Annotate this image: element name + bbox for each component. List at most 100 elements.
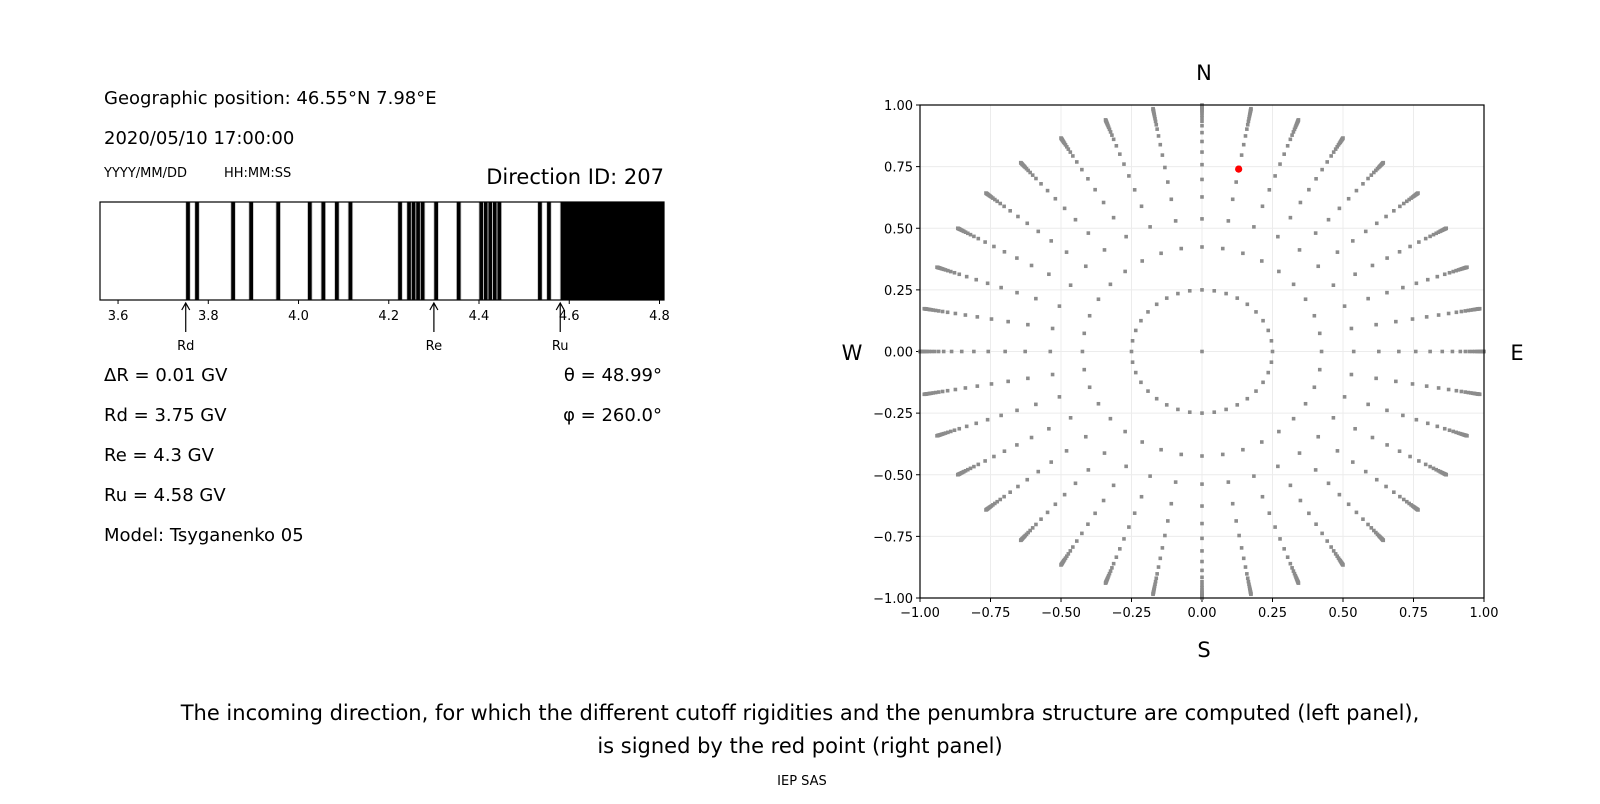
direction-point [1018,538,1023,543]
direction-point [946,268,950,273]
direction-point [922,306,927,311]
direction-point-ring [1139,318,1143,323]
direction-point [1008,490,1012,495]
direction-point [1200,116,1204,120]
marker-arrowhead [555,301,565,311]
direction-point [1285,555,1290,559]
direction-point [1434,231,1439,236]
direction-point [983,459,987,463]
direction-point [1151,106,1155,111]
direction-point [1446,387,1451,392]
direction-point-ring [1261,380,1265,385]
penumbra-forbidden-cell [496,201,502,301]
direction-point [975,384,980,388]
direction-point [1003,349,1007,354]
compass-north: N [1196,61,1212,85]
direction-point [1398,494,1402,499]
penumbra-forbidden-cell [487,201,493,301]
direction-point [1008,208,1012,213]
direction-point [1173,219,1178,223]
direction-point-ring [1224,407,1228,412]
direction-point [1313,231,1318,235]
rd-value: Rd = 3.75 GV [104,405,227,426]
direction-point [1454,430,1458,435]
direction-point [975,315,980,319]
direction-point [1381,160,1386,165]
direction-scatter: −1.00 −0.75 −0.50 −0.25 0.00 0.25 0.50 0.75 1.00… [873,99,1498,621]
y-tick-label: −0.50 [873,469,913,484]
direction-point [1444,226,1449,231]
direction-point [1335,449,1340,453]
direction-point [1428,234,1432,239]
direction-point [1450,349,1455,354]
direction-point [1377,349,1381,354]
direction-point [1477,392,1482,397]
direction-point [1325,539,1330,543]
direction-point [1458,349,1463,354]
direction-point [1220,246,1225,251]
direction-point [1451,269,1456,274]
direction-point [1401,413,1405,418]
direction-point [1124,464,1128,469]
direction-point [1469,391,1473,395]
direction-point [1050,326,1055,331]
direction-point [976,462,981,467]
direction-point [1122,162,1126,166]
direction-point [1333,552,1338,556]
direction-point-ring [1139,380,1143,385]
direction-point [1372,170,1376,175]
direction-point [1200,583,1204,587]
date-format: YYYY/MM/DD [103,166,187,181]
direction-point [1086,231,1091,235]
direction-point [1414,281,1419,286]
direction-point [1298,200,1303,205]
direction-point [1374,376,1378,381]
direction-point [1155,127,1159,131]
direction-point [1015,443,1019,447]
penumbra-tick-label: 4.8 [649,309,670,324]
direction-point [940,309,945,314]
direction-point [1249,592,1253,597]
direction-point [1312,313,1317,318]
penumbra-tick-label: 4.2 [378,309,399,324]
direction-point [1397,249,1402,254]
direction-point-ring [1187,289,1192,293]
direction-point [1349,326,1354,331]
direction-point [1313,468,1318,472]
direction-point [1132,511,1137,515]
direction-point [1068,283,1073,287]
direction-point [1416,191,1420,195]
direction-point [1467,349,1472,354]
direction-point [1459,389,1464,394]
direction-point [1057,304,1062,308]
direction-point [1333,147,1338,151]
marker-label-rd: Rd [177,339,194,354]
direction-point-ring [1235,403,1240,407]
direction-point [1435,424,1440,429]
direction-point [952,428,957,433]
direction-point [1066,552,1071,556]
direction-point [1230,501,1235,506]
direction-point-ring [1224,291,1228,296]
direction-point [1381,538,1386,543]
direction-point [998,497,1003,502]
direction-point [1127,525,1131,529]
direction-point-ring [1254,310,1258,314]
direction-point [1291,282,1296,287]
direction-point [1465,265,1469,269]
direction-point [1260,494,1265,499]
direction-point [1053,196,1058,201]
direction-point [1434,467,1439,472]
direction-point [1158,142,1163,147]
direction-point [1110,133,1114,137]
direction-point [922,392,927,397]
direction-point [1153,579,1158,584]
direction-point [1030,173,1035,177]
y-tick-label: 0.00 [884,346,913,361]
direction-point-ring [1266,328,1271,333]
direction-point [1111,137,1116,142]
direction-point [1466,308,1471,313]
ru-value: Ru = 4.58 GV [104,485,226,506]
direction-point [1353,426,1357,431]
direction-point [1153,116,1157,121]
